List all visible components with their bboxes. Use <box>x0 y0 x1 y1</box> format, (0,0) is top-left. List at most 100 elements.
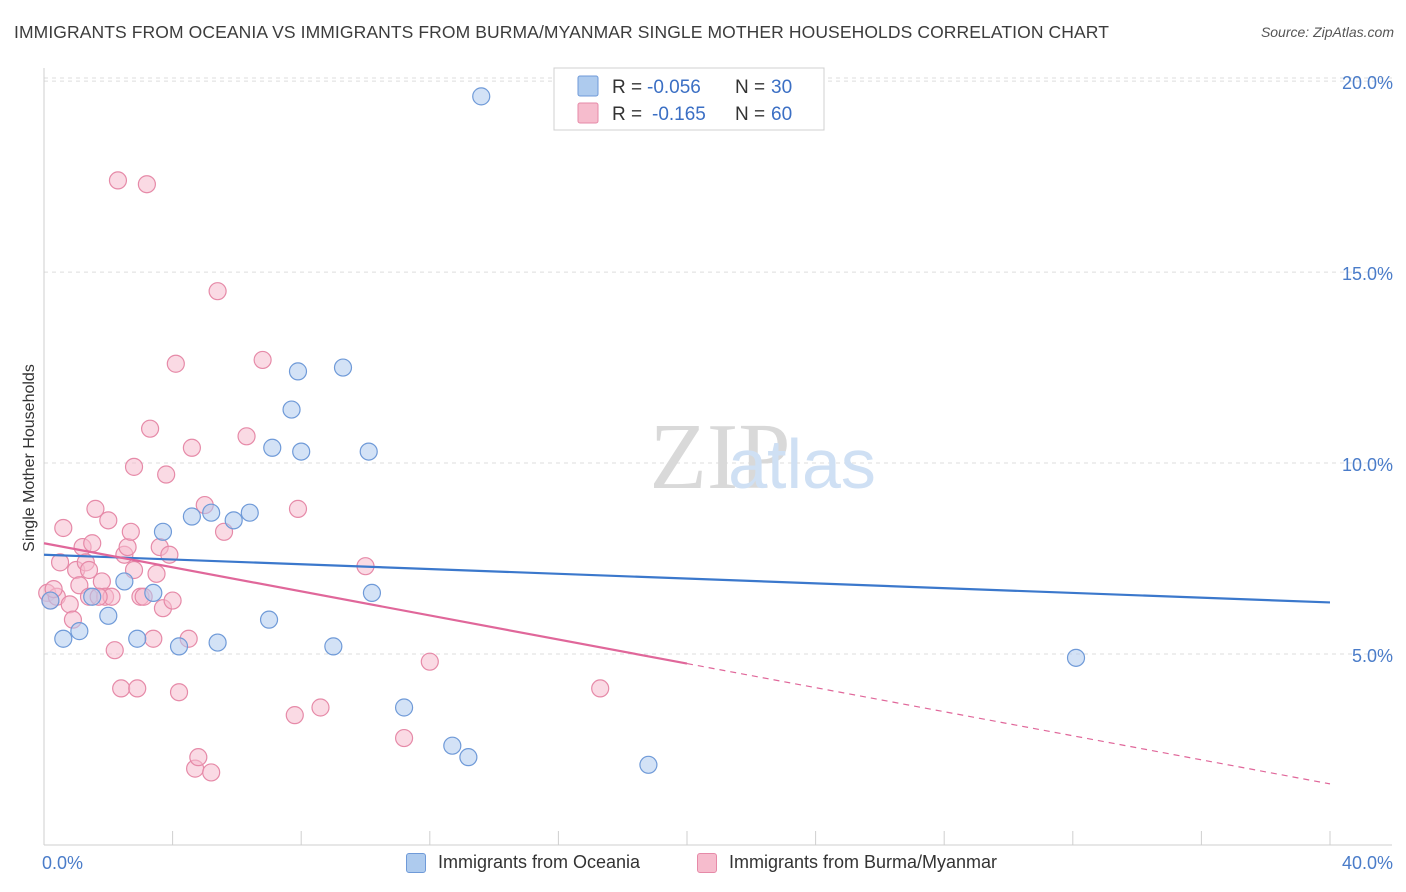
point-burma <box>118 537 137 557</box>
point-oceania <box>41 591 60 610</box>
point-oceania <box>333 358 353 377</box>
point-oceania <box>224 511 243 530</box>
point-oceania <box>292 442 311 461</box>
point-burma <box>105 641 124 660</box>
point-oceania <box>115 572 134 591</box>
point-burma <box>50 553 70 572</box>
point-burma <box>311 698 330 717</box>
point-oceania <box>282 400 301 419</box>
point-burma <box>147 564 166 583</box>
point-burma <box>121 522 140 541</box>
legend-r-value-oceania: -0.056 <box>647 77 701 98</box>
x-tick-label-min: 0.0% <box>42 853 83 873</box>
bottom-legend-oceania: Immigrants from Oceania <box>406 852 640 873</box>
point-burma <box>163 591 182 610</box>
point-burma <box>591 679 610 698</box>
point-burma <box>144 629 163 648</box>
point-burma <box>124 457 144 476</box>
point-burma <box>237 427 256 446</box>
point-burma <box>169 683 189 702</box>
point-oceania <box>70 622 89 641</box>
legend-swatch-oceania <box>577 75 599 97</box>
bottom-legend-burma: Immigrants from Burma/Myanmar <box>697 852 997 873</box>
stats-legend: R = -0.056 N = 30 R = -0.165 N = 60 <box>553 67 825 131</box>
legend-n-label-burma: N = <box>735 104 765 125</box>
stats-legend-box <box>553 67 825 131</box>
point-oceania <box>259 610 279 629</box>
point-oceania <box>443 736 462 755</box>
point-oceania <box>324 637 343 656</box>
y-tick-label: 10.0% <box>1342 455 1393 475</box>
chart-title: IMMIGRANTS FROM OCEANIA VS IMMIGRANTS FR… <box>14 22 1109 42</box>
source-credit: Source: ZipAtlas.com <box>1260 24 1394 40</box>
legend-r-value-burma: -0.165 <box>652 104 706 125</box>
point-burma <box>253 350 272 370</box>
point-burma <box>92 572 111 591</box>
point-burma <box>79 560 99 580</box>
point-burma <box>86 499 105 518</box>
point-burma <box>189 748 208 767</box>
point-burma <box>60 595 79 614</box>
y-tick-label: 15.0% <box>1342 264 1393 284</box>
point-oceania <box>83 587 102 606</box>
point-burma <box>288 499 308 518</box>
point-burma <box>99 511 118 530</box>
point-burma <box>112 679 131 698</box>
bottom-swatch-burma <box>697 852 717 873</box>
point-oceania <box>394 698 414 717</box>
bottom-swatch-oceania <box>406 852 426 873</box>
point-oceania <box>472 87 491 106</box>
point-oceania <box>202 503 221 522</box>
point-oceania <box>362 583 382 603</box>
point-burma <box>137 175 156 194</box>
point-oceania <box>54 629 73 648</box>
grid-layer <box>44 77 1392 655</box>
point-burma <box>285 706 304 725</box>
point-burma <box>394 728 414 748</box>
trend-layer <box>43 542 1331 785</box>
point-oceania <box>1066 648 1086 667</box>
point-burma <box>166 354 185 373</box>
point-burma <box>83 534 102 553</box>
point-burma <box>202 763 221 782</box>
point-burma <box>140 419 160 438</box>
y-tick-label: 20.0% <box>1342 73 1393 93</box>
point-oceania <box>128 629 147 648</box>
point-burma <box>108 171 128 190</box>
legend-r-label-oceania: R = <box>612 77 642 98</box>
y-tick-label: 5.0% <box>1352 646 1393 666</box>
point-oceania <box>359 442 378 461</box>
point-burma <box>208 282 227 301</box>
point-burma <box>128 679 147 698</box>
point-burma <box>420 652 439 671</box>
point-oceania <box>182 507 201 526</box>
trendline-oceania <box>43 553 1331 604</box>
point-oceania <box>459 748 478 767</box>
point-oceania <box>240 503 259 522</box>
point-burma <box>157 465 176 484</box>
trendline-burma-extension <box>686 662 1331 785</box>
point-oceania <box>263 438 282 457</box>
legend-r-label-burma: R = <box>612 104 642 125</box>
point-oceania <box>288 362 308 381</box>
point-oceania <box>144 583 163 603</box>
legend-n-value-oceania: 30 <box>771 77 792 98</box>
bottom-legend-label-oceania: Immigrants from Oceania <box>438 852 641 872</box>
trendline-burma <box>43 542 688 665</box>
bottom-legend-label-burma: Immigrants from Burma/Myanmar <box>729 852 998 872</box>
axis-layer: 5.0% 10.0% 15.0% 20.0% 0.0% 40.0% <box>42 68 1393 873</box>
legend-n-value-burma: 60 <box>771 104 792 125</box>
point-oceania <box>639 755 658 774</box>
legend-swatch-burma <box>577 102 599 124</box>
y-axis-label: Single Mother Households <box>21 364 38 552</box>
point-oceania <box>99 606 118 625</box>
point-oceania <box>153 522 173 541</box>
points-layer <box>38 87 1086 782</box>
point-burma <box>182 438 201 457</box>
point-burma <box>54 518 73 538</box>
legend-n-label-oceania: N = <box>735 77 765 98</box>
watermark-atlas: atlas <box>728 425 876 503</box>
watermark-zip: ZIP <box>650 405 791 509</box>
point-oceania <box>208 633 227 652</box>
